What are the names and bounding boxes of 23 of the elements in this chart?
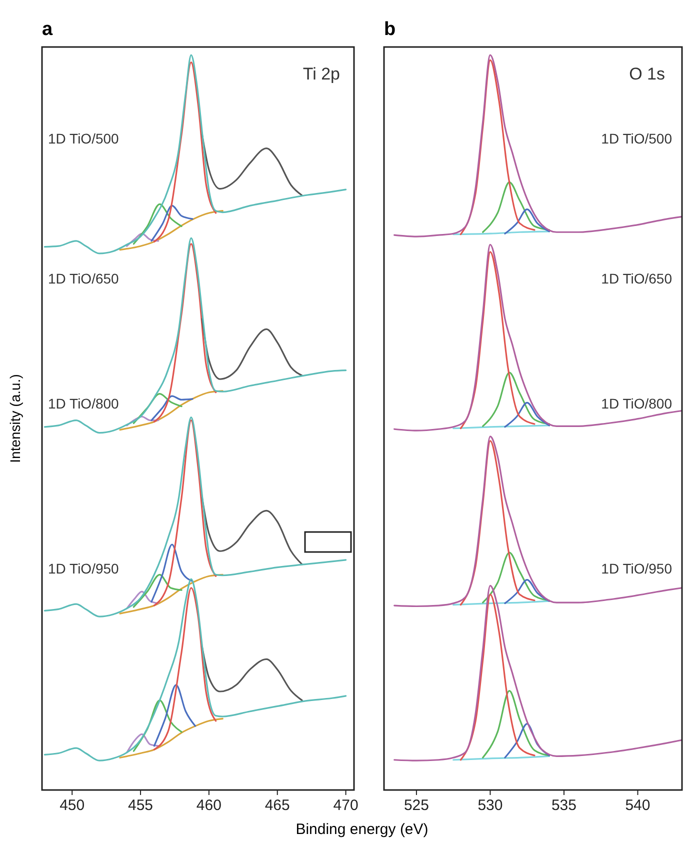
x-tick-label: 535 (551, 797, 576, 814)
x-tick-label: 450 (60, 797, 85, 814)
annotation: 1D TiO/650 (601, 270, 672, 287)
x-tick-label: 525 (404, 797, 429, 814)
x-tick-label: 530 (478, 797, 503, 814)
x-tick-label: 470 (333, 797, 358, 814)
annotation: 1D TiO/950 (48, 560, 120, 577)
x-tick-label: 455 (128, 797, 154, 814)
y-axis-title: Intensity (a.u.) (7, 374, 23, 463)
annotation: 1D TiO/500 (48, 130, 120, 147)
chart-title: a (42, 19, 53, 40)
x-tick-label: 460 (196, 797, 222, 814)
x-tick-label: 465 (264, 797, 290, 814)
x-tick-label: 540 (625, 797, 650, 814)
annotation: 1D TiO/500 (601, 130, 672, 147)
x-axis-title: Binding energy (eV) (296, 821, 428, 838)
annotation: 1D TiO/950 (601, 560, 672, 577)
chart-title: b (384, 19, 396, 40)
annotation: 1D TiO/650 (48, 270, 120, 287)
annotation: Ti 2p (302, 64, 340, 84)
annotation: O 1s (629, 64, 665, 84)
annotation: 1D TiO/800 (48, 396, 120, 412)
annotation: 1D TiO/800 (601, 396, 672, 412)
